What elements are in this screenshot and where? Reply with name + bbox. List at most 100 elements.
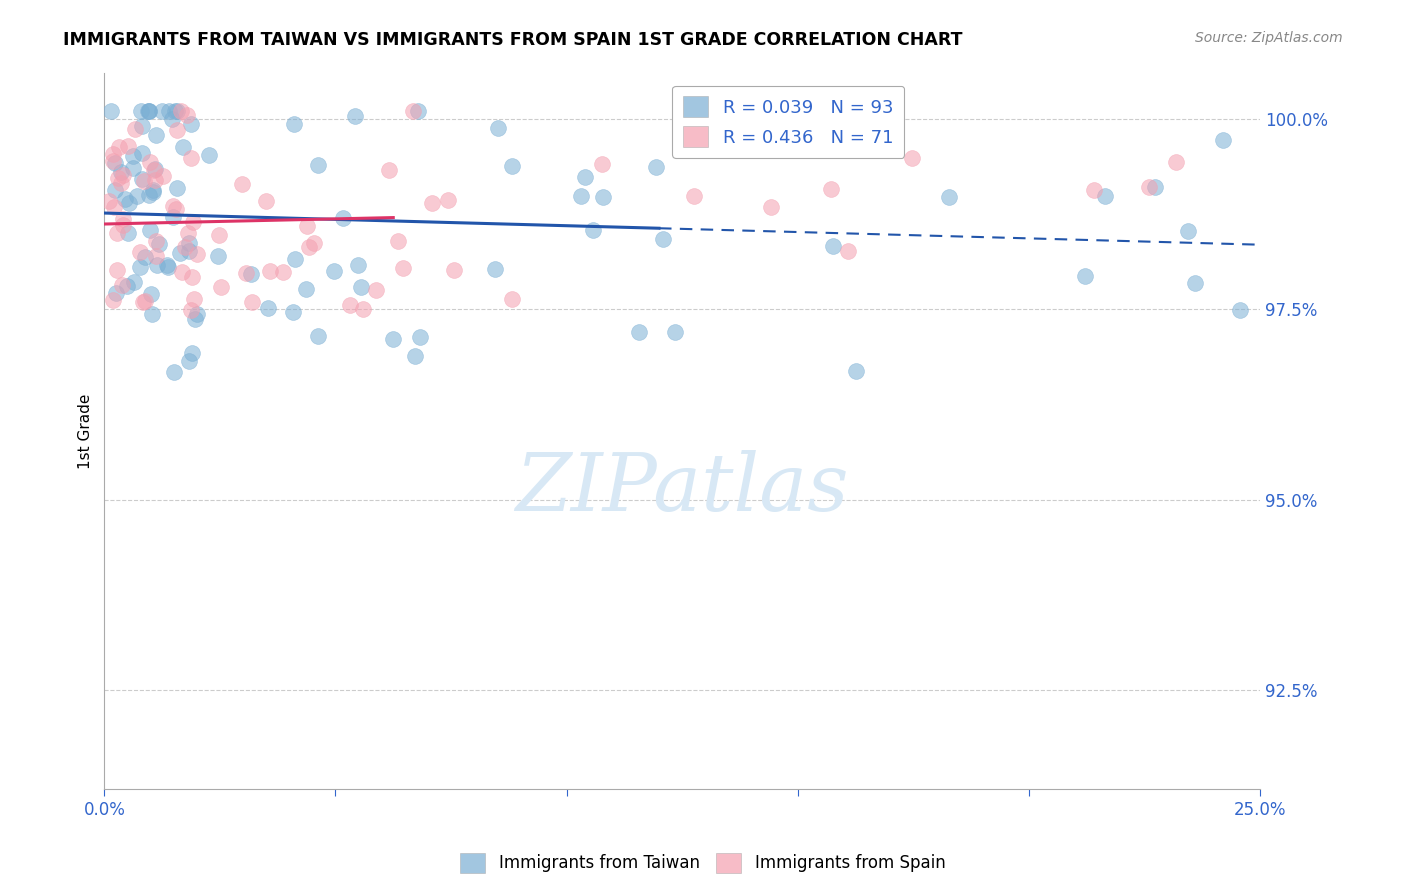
Point: [104, 286, 127, 301]
Point: [501, 159, 523, 173]
Point: [104, 156, 127, 170]
Point: [271, 265, 294, 279]
Point: [169, 245, 191, 260]
Point: [759, 200, 782, 214]
Point: [208, 228, 231, 243]
Point: [1212, 133, 1234, 147]
Point: [257, 301, 280, 315]
Point: [302, 236, 325, 251]
Point: [108, 139, 131, 153]
Point: [592, 190, 614, 204]
Point: [166, 104, 188, 119]
Point: [664, 325, 686, 339]
Point: [172, 140, 194, 154]
Point: [295, 282, 318, 296]
Point: [145, 249, 167, 263]
Point: [409, 329, 432, 343]
Point: [101, 146, 124, 161]
Point: [145, 234, 167, 248]
Point: [422, 196, 444, 211]
Point: [1184, 276, 1206, 290]
Point: [107, 171, 129, 186]
Point: [582, 223, 605, 237]
Point: [122, 161, 145, 175]
Point: [404, 349, 426, 363]
Point: [132, 295, 155, 310]
Point: [1229, 303, 1251, 318]
Point: [103, 153, 125, 168]
Point: [406, 104, 429, 119]
Point: [112, 169, 135, 183]
Point: [207, 249, 229, 263]
Point: [683, 189, 706, 203]
Point: [156, 260, 179, 275]
Point: [138, 104, 160, 119]
Point: [811, 134, 834, 148]
Point: [820, 182, 842, 196]
Point: [142, 186, 165, 200]
Point: [332, 211, 354, 225]
Point: [180, 302, 202, 317]
Point: [184, 311, 207, 326]
Point: [254, 194, 277, 208]
Point: [174, 240, 197, 254]
Point: [209, 279, 232, 293]
Point: [284, 252, 307, 266]
Point: [139, 286, 162, 301]
Point: [117, 226, 139, 240]
Point: [901, 151, 924, 165]
Point: [176, 107, 198, 121]
Point: [131, 145, 153, 160]
Point: [1137, 179, 1160, 194]
Point: [177, 235, 200, 250]
Point: [845, 364, 868, 378]
Point: [172, 264, 194, 278]
Point: [104, 183, 127, 197]
Point: [281, 305, 304, 319]
Point: [177, 354, 200, 368]
Point: [124, 275, 146, 289]
Point: [136, 104, 159, 119]
Point: [115, 279, 138, 293]
Point: [129, 244, 152, 259]
Point: [378, 163, 401, 178]
Point: [166, 181, 188, 195]
Point: [307, 158, 329, 172]
Point: [343, 110, 366, 124]
Point: [125, 189, 148, 203]
Text: IMMIGRANTS FROM TAIWAN VS IMMIGRANTS FROM SPAIN 1ST GRADE CORRELATION CHART: IMMIGRANTS FROM TAIWAN VS IMMIGRANTS FRO…: [63, 31, 963, 49]
Point: [145, 128, 167, 142]
Point: [501, 293, 523, 307]
Point: [574, 170, 596, 185]
Point: [117, 139, 139, 153]
Point: [157, 104, 180, 119]
Point: [339, 298, 361, 312]
Point: [231, 177, 253, 191]
Point: [141, 307, 163, 321]
Point: [177, 244, 200, 259]
Point: [436, 193, 458, 207]
Point: [156, 258, 179, 272]
Point: [129, 104, 152, 119]
Point: [129, 260, 152, 274]
Point: [486, 121, 509, 136]
Point: [163, 104, 186, 119]
Point: [837, 244, 859, 259]
Point: [443, 263, 465, 277]
Point: [110, 164, 132, 178]
Point: [1177, 224, 1199, 238]
Point: [152, 169, 174, 183]
Y-axis label: 1st Grade: 1st Grade: [79, 393, 93, 469]
Text: ZIPatlas: ZIPatlas: [516, 450, 849, 527]
Point: [627, 325, 650, 339]
Point: [938, 189, 960, 203]
Point: [165, 202, 187, 216]
Point: [652, 232, 675, 246]
Point: [322, 264, 344, 278]
Point: [105, 263, 128, 277]
Point: [142, 183, 165, 197]
Point: [148, 237, 170, 252]
Point: [186, 307, 208, 321]
Point: [181, 346, 204, 360]
Point: [352, 301, 374, 316]
